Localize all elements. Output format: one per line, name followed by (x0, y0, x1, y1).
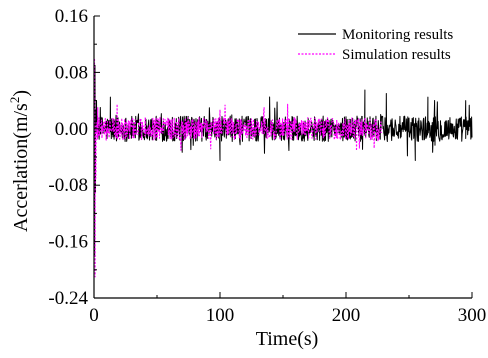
y-tick-label: 0.00 (55, 119, 88, 140)
y-axis-title: Accerlation(m/s2) (7, 90, 32, 232)
y-tick-label: -0.08 (48, 175, 88, 196)
y-tick-label: -0.24 (48, 288, 88, 309)
legend: Monitoring results Simulation results (298, 27, 453, 63)
x-tick-label: 0 (89, 305, 99, 326)
y-tick-label: -0.16 (48, 232, 88, 253)
legend-label: Simulation results (342, 47, 451, 63)
series-line-simulation (93, 57, 382, 278)
x-tick-label: 200 (332, 305, 361, 326)
x-axis-title: Time(s) (256, 328, 319, 350)
y-axis-title-main: Accerlation(m/s (10, 103, 32, 232)
axes: 0.16 0.08 0.00 -0.08 -0.16 -0.240 100 200 300 Tim… (7, 6, 486, 350)
plot-area (93, 57, 473, 278)
series-line-monitoring (93, 64, 473, 257)
y-tick-label: 0.16 (55, 6, 88, 27)
y-axis-title-close: ) (10, 90, 32, 97)
legend-label: Monitoring results (342, 27, 453, 43)
x-tick-label: 100 (206, 305, 235, 326)
y-tick-label: 0.08 (55, 62, 88, 83)
y-axis-title-sup: 2 (7, 97, 22, 104)
x-tick-label: 300 (458, 305, 487, 326)
